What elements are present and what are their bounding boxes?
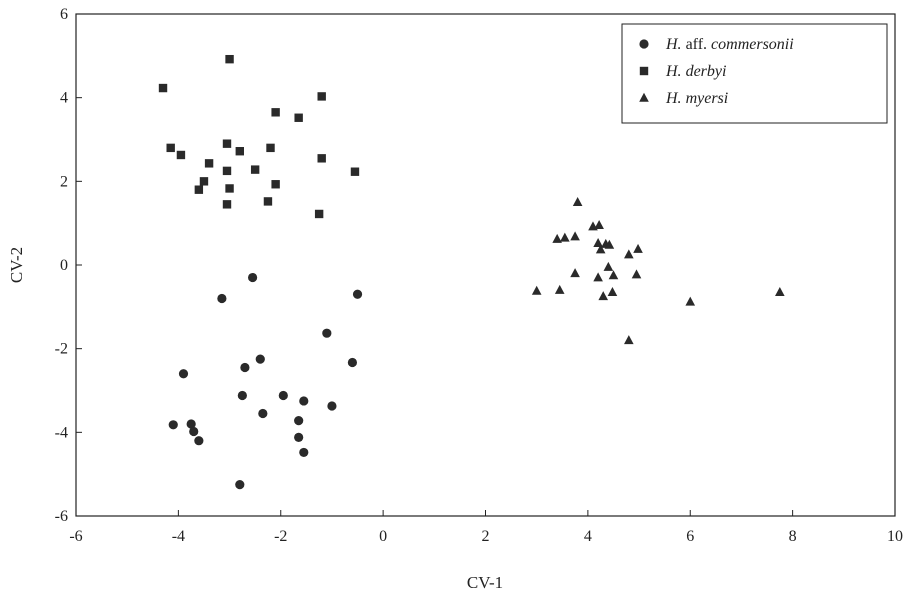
legend: H. aff. commersonii H. derbyi H. myersi: [621, 23, 888, 124]
data-point-derbyi: [158, 83, 168, 93]
data-point-derbyi: [250, 165, 260, 174]
data-point-myersi: [572, 197, 583, 207]
y-axis: -6 -4 -2 0 2 4 6: [55, 6, 82, 525]
data-point-commersonii: [327, 401, 337, 411]
data-point-commersonii: [217, 293, 227, 304]
data-point-myersi: [624, 335, 634, 345]
data-point-myersi: [570, 268, 580, 278]
x-tick-label: 2: [482, 528, 490, 545]
data-point-derbyi: [225, 54, 234, 64]
data-point-myersi: [631, 269, 642, 279]
y-tick-label: 4: [60, 90, 68, 107]
data-point-myersi: [593, 272, 603, 282]
y-tick-label: 2: [60, 173, 68, 190]
data-point-derbyi: [263, 197, 273, 206]
data-point-myersi: [570, 231, 580, 241]
data-point-commersonii: [258, 408, 268, 419]
data-point-commersonii: [189, 426, 199, 437]
data-point-commersonii: [278, 390, 288, 401]
y-axis-title: CV-2: [7, 247, 26, 283]
data-point-commersonii: [247, 272, 258, 283]
x-tick-label: 6: [686, 528, 694, 545]
x-tick-label: -6: [69, 528, 82, 545]
data-point-myersi: [593, 238, 603, 248]
data-point-commersonii: [186, 419, 196, 429]
data-point-myersi: [775, 286, 785, 296]
data-point-derbyi: [317, 154, 326, 163]
y-tick-label: -6: [55, 508, 68, 525]
data-points: [158, 54, 785, 490]
data-point-derbyi: [225, 184, 234, 193]
data-point-derbyi: [222, 200, 232, 209]
data-point-derbyi: [314, 209, 324, 219]
data-point-derbyi: [235, 147, 244, 156]
data-point-commersonii: [294, 416, 304, 426]
x-tick-label: -2: [274, 528, 287, 545]
data-point-commersonii: [235, 480, 245, 490]
data-point-myersi: [604, 239, 615, 249]
data-point-myersi: [608, 270, 619, 280]
y-tick-label: 0: [60, 257, 68, 274]
data-point-derbyi: [176, 150, 186, 160]
data-point-derbyi: [222, 166, 232, 176]
data-point-commersonii: [255, 354, 265, 364]
data-point-commersonii: [322, 328, 332, 338]
data-point-derbyi: [166, 143, 175, 153]
data-point-commersonii: [237, 390, 247, 401]
y-tick-label: 6: [60, 6, 68, 23]
data-point-commersonii: [240, 362, 250, 373]
y-tick-label: -4: [55, 424, 68, 441]
data-point-derbyi: [294, 113, 303, 122]
data-point-myersi: [560, 232, 570, 242]
legend-marker-myersi: [639, 92, 649, 102]
x-axis: -6 -4 -2 0 2 4 6 8 10: [69, 510, 903, 545]
data-point-derbyi: [194, 185, 204, 194]
data-point-myersi: [552, 233, 562, 243]
data-point-commersonii: [168, 420, 178, 430]
data-point-myersi: [554, 284, 565, 294]
data-point-myersi: [624, 249, 634, 259]
data-point-derbyi: [271, 180, 280, 189]
data-point-derbyi: [350, 167, 360, 176]
data-point-commersonii: [299, 447, 309, 458]
data-point-myersi: [594, 220, 604, 230]
data-point-myersi: [598, 291, 609, 301]
data-point-derbyi: [317, 92, 326, 101]
data-point-commersonii: [178, 369, 189, 379]
data-point-derbyi: [222, 139, 232, 148]
legend-label-commersonii: H. aff. commersonii: [665, 36, 794, 53]
x-tick-label: 4: [584, 528, 592, 545]
data-point-commersonii: [294, 432, 304, 442]
data-point-commersonii: [352, 289, 363, 299]
x-tick-label: -4: [172, 528, 185, 545]
data-point-derbyi: [266, 143, 275, 153]
y-tick-label: -2: [55, 341, 68, 358]
data-point-derbyi: [204, 159, 214, 168]
x-axis-title: CV-1: [467, 573, 503, 592]
data-point-commersonii: [347, 357, 358, 368]
data-point-commersonii: [299, 396, 309, 406]
data-point-myersi: [685, 296, 696, 306]
legend-label-derbyi: H. derbyi: [665, 63, 726, 80]
legend-label-myersi: H. myersi: [665, 90, 728, 107]
legend-box: [621, 23, 888, 124]
x-tick-label: 8: [789, 528, 797, 545]
x-tick-label: 0: [379, 528, 387, 545]
legend-marker-derbyi: [639, 66, 649, 76]
data-point-myersi: [531, 285, 542, 295]
data-point-myersi: [633, 243, 643, 253]
data-point-derbyi: [271, 108, 280, 117]
legend-marker-commersonii: [639, 39, 649, 49]
data-point-myersi: [595, 244, 606, 254]
data-point-commersonii: [194, 436, 204, 446]
x-tick-label: 10: [887, 528, 903, 545]
data-point-derbyi: [199, 177, 209, 186]
data-point-myersi: [603, 261, 614, 271]
data-point-myersi: [607, 286, 618, 296]
